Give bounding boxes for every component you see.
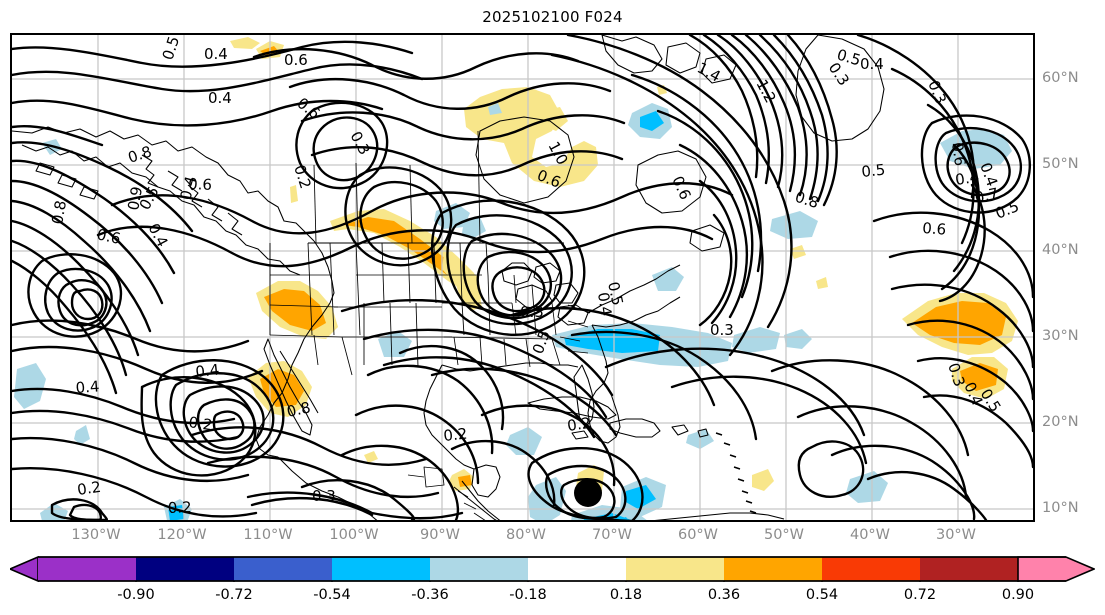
svg-text:0.3: 0.3: [312, 487, 336, 505]
y-tick-20n: 20°N: [1042, 414, 1079, 430]
svg-text:0.2: 0.2: [566, 414, 592, 435]
svg-text:0.2: 0.2: [168, 498, 192, 517]
y-tick-30n: 30°N: [1042, 328, 1079, 344]
tropical-cyclone-center-marker: [574, 479, 602, 507]
cbar-tick--0.36: -0.36: [411, 587, 449, 603]
svg-text:0.2: 0.2: [187, 413, 213, 434]
x-tick-70w: 70°W: [591, 527, 633, 543]
figure-title: 2025102100 F024: [482, 8, 623, 26]
x-tick-80w: 80°W: [505, 527, 547, 543]
cbar-tick-0.54: 0.54: [805, 587, 839, 603]
svg-text:0.5: 0.5: [835, 46, 863, 70]
cbar-tick-0.18: 0.18: [609, 587, 643, 603]
cbar-tick--0.90: -0.90: [117, 587, 155, 603]
x-tick-60w: 60°W: [677, 527, 719, 543]
svg-text:0.4: 0.4: [176, 174, 200, 202]
x-tick-40w: 40°W: [849, 527, 891, 543]
cbar-tick-0.72: 0.72: [903, 587, 937, 603]
cbar-tick--0.18: -0.18: [509, 587, 547, 603]
cbar-tick--0.72: -0.72: [215, 587, 253, 603]
svg-text:0.6: 0.6: [95, 225, 122, 248]
map-plot-area[interactable]: 0.5 0.4 0.6 0.4 0.6 0.3 0.2 0.8 0.5 0.4 …: [10, 33, 1035, 522]
svg-text:0.2: 0.2: [76, 478, 102, 499]
svg-text:0.8: 0.8: [285, 398, 312, 421]
svg-text:0.4: 0.4: [594, 291, 615, 317]
y-tick-60n: 60°N: [1042, 70, 1079, 86]
x-tick-120w: 120°W: [157, 527, 207, 543]
svg-text:0.2: 0.2: [443, 425, 469, 445]
y-tick-50n: 50°N: [1042, 156, 1079, 172]
map-canvas: 0.5 0.4 0.6 0.4 0.6 0.3 0.2 0.8 0.5 0.4 …: [12, 35, 1033, 520]
cbar-tick-0.90: 0.90: [1001, 587, 1035, 603]
cbar-tick-0.36: 0.36: [707, 587, 741, 603]
svg-text:0.4: 0.4: [954, 168, 980, 189]
y-tick-10n: 10°N: [1042, 500, 1079, 516]
svg-text:0.6: 0.6: [284, 51, 308, 69]
cbar-tick--0.54: -0.54: [313, 587, 351, 603]
svg-text:0.3: 0.3: [520, 303, 544, 321]
x-tick-130w: 130°W: [71, 527, 121, 543]
svg-text:0.7: 0.7: [973, 184, 1000, 207]
svg-text:0.9: 0.9: [124, 185, 146, 212]
y-tick-40n: 40°N: [1042, 242, 1079, 258]
svg-text:0.4: 0.4: [208, 89, 232, 107]
svg-text:0.6: 0.6: [948, 141, 969, 167]
svg-text:0.4: 0.4: [195, 361, 221, 381]
x-tick-50w: 50°W: [763, 527, 805, 543]
x-tick-110w: 110°W: [243, 527, 293, 543]
svg-text:0.4: 0.4: [75, 377, 100, 397]
svg-text:0.6: 0.6: [922, 219, 947, 239]
contour-lines: [12, 35, 1033, 520]
x-tick-90w: 90°W: [419, 527, 461, 543]
colorbar-swatches: [10, 556, 1095, 582]
x-tick-100w: 100°W: [329, 527, 379, 543]
svg-text:0.8: 0.8: [48, 199, 70, 226]
svg-text:0.5: 0.5: [604, 280, 627, 307]
svg-text:0.4: 0.4: [204, 45, 228, 63]
svg-text:0.4: 0.4: [860, 55, 884, 73]
svg-text:0.6: 0.6: [188, 175, 212, 194]
x-tick-30w: 30°W: [935, 527, 977, 543]
svg-text:0.5: 0.5: [861, 161, 887, 181]
svg-text:0.3: 0.3: [710, 321, 734, 339]
colorbar[interactable]: [10, 556, 1095, 582]
